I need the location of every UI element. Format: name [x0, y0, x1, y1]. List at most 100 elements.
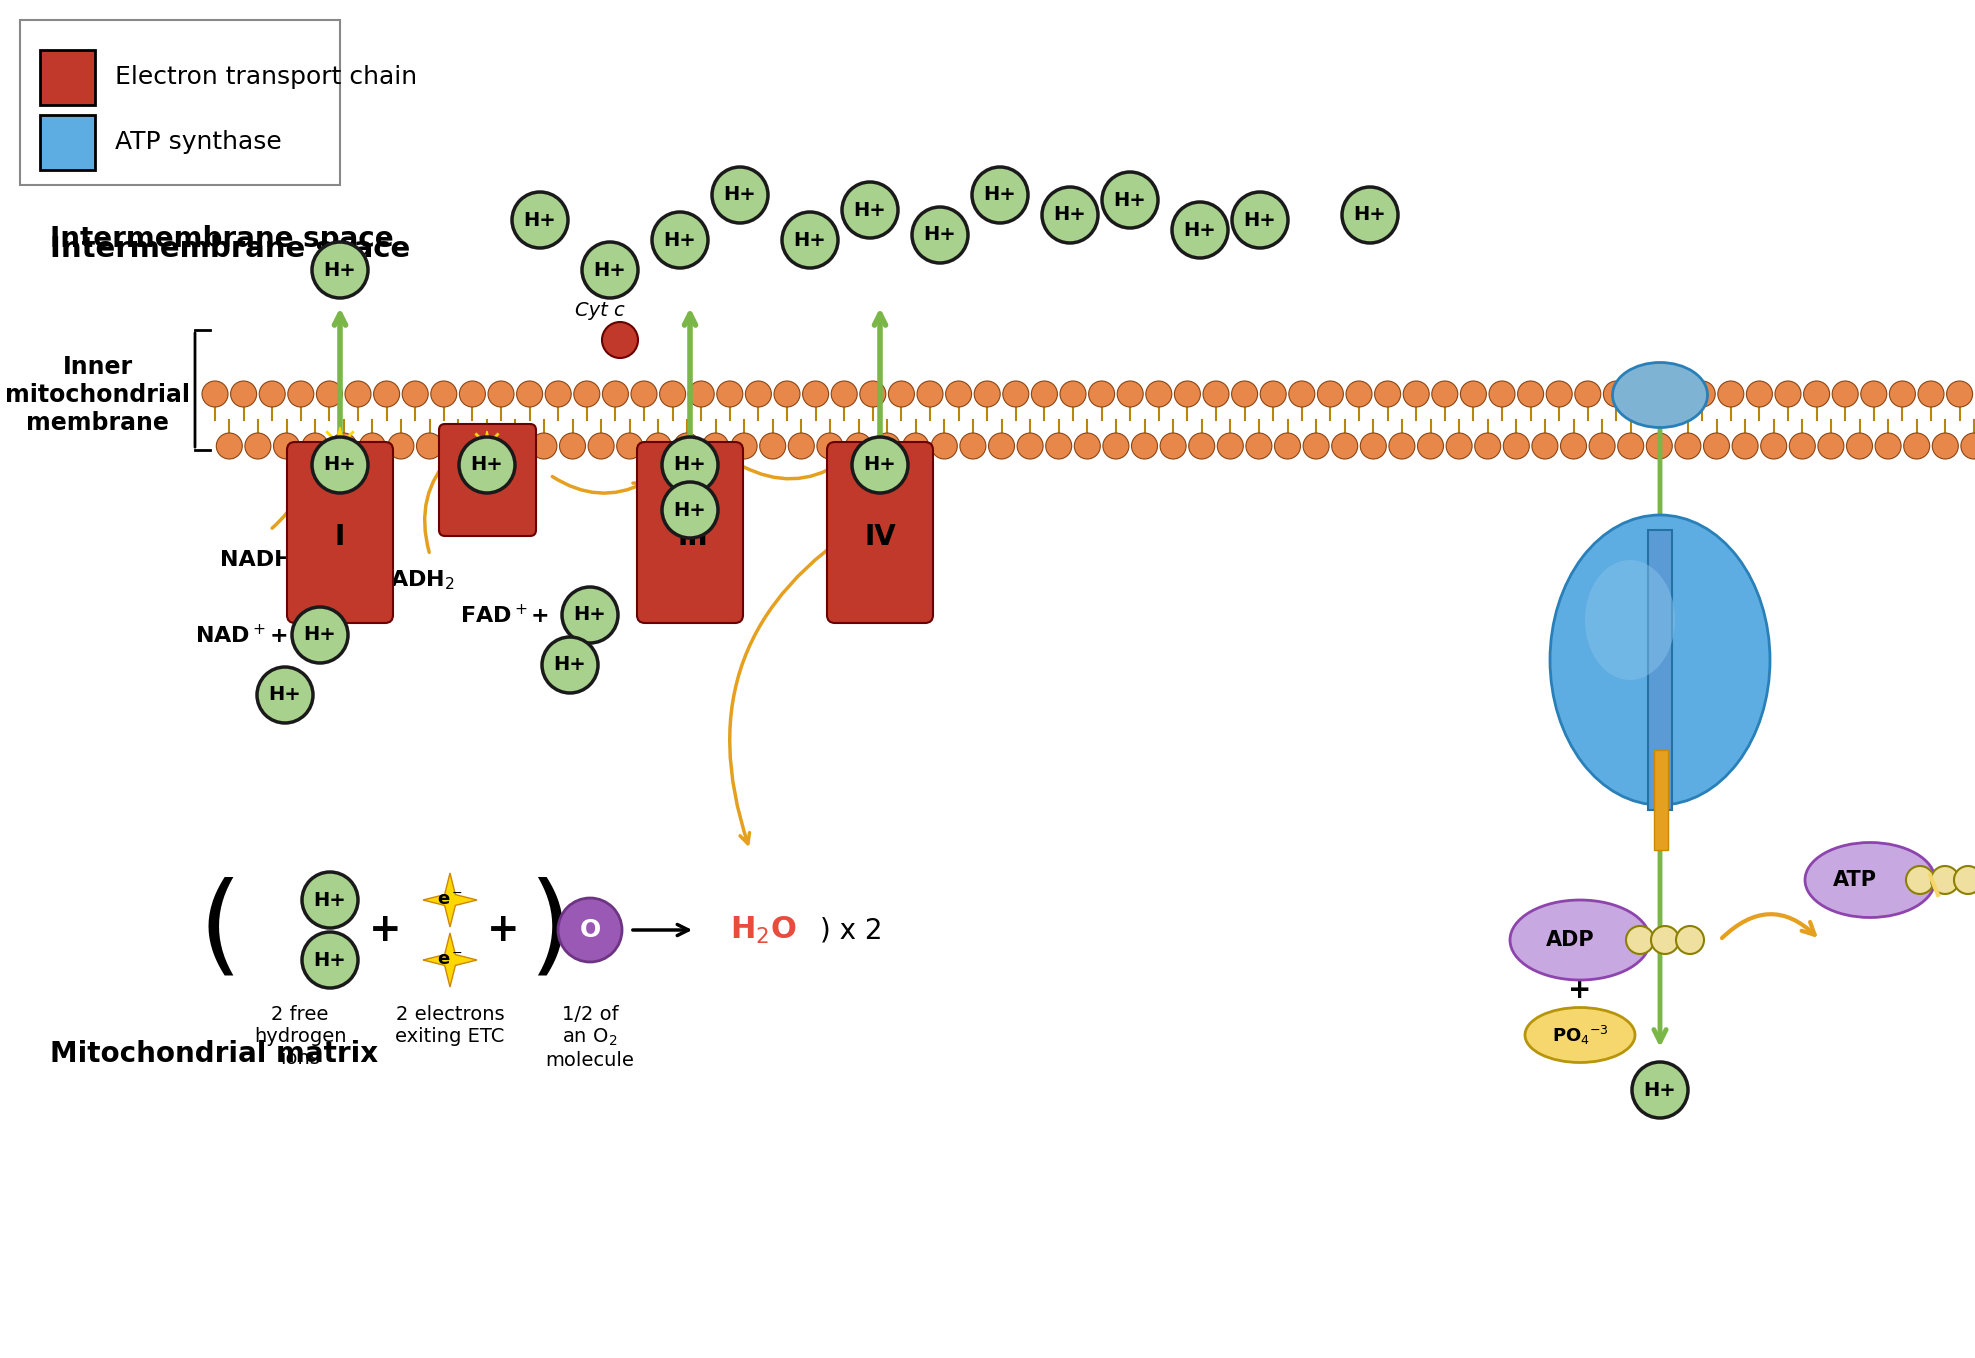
Circle shape: [845, 433, 871, 459]
Circle shape: [745, 382, 772, 407]
Circle shape: [330, 433, 357, 459]
Circle shape: [1625, 926, 1653, 955]
Text: H+: H+: [304, 626, 336, 645]
Text: H+: H+: [863, 455, 897, 474]
Text: 2 free
hydrogen
ions: 2 free hydrogen ions: [253, 1005, 346, 1067]
Circle shape: [1618, 433, 1643, 459]
Polygon shape: [423, 933, 478, 987]
Circle shape: [1647, 433, 1673, 459]
Circle shape: [245, 433, 271, 459]
FancyBboxPatch shape: [438, 424, 535, 536]
Text: +: +: [486, 911, 519, 949]
Text: H$_2$O: H$_2$O: [731, 914, 796, 945]
Circle shape: [1189, 433, 1215, 459]
Text: H+: H+: [269, 686, 302, 705]
Circle shape: [1689, 382, 1714, 407]
Text: Electron transport chain: Electron transport chain: [115, 65, 417, 90]
Circle shape: [1833, 382, 1858, 407]
Circle shape: [257, 667, 312, 722]
Circle shape: [559, 898, 622, 961]
Circle shape: [292, 607, 348, 663]
Text: FAD$^+$+: FAD$^+$+: [460, 603, 549, 626]
Circle shape: [1953, 866, 1975, 894]
Circle shape: [1661, 382, 1687, 407]
Circle shape: [960, 433, 986, 459]
Bar: [40, 50, 95, 105]
Circle shape: [1074, 433, 1100, 459]
Circle shape: [1789, 433, 1815, 459]
Ellipse shape: [1511, 900, 1649, 980]
Circle shape: [841, 182, 899, 238]
Circle shape: [1017, 433, 1043, 459]
Text: ATP: ATP: [1833, 870, 1876, 889]
Circle shape: [903, 433, 928, 459]
Circle shape: [802, 382, 829, 407]
Circle shape: [1402, 382, 1430, 407]
Circle shape: [818, 433, 843, 459]
Circle shape: [1203, 382, 1228, 407]
Circle shape: [774, 382, 800, 407]
Text: III: III: [677, 523, 709, 551]
Circle shape: [1347, 382, 1373, 407]
Circle shape: [1460, 382, 1487, 407]
Circle shape: [288, 382, 314, 407]
Circle shape: [1260, 382, 1286, 407]
Circle shape: [1232, 382, 1258, 407]
Circle shape: [912, 206, 968, 263]
Circle shape: [1061, 382, 1086, 407]
Circle shape: [387, 433, 415, 459]
Circle shape: [359, 433, 385, 459]
Ellipse shape: [1805, 842, 1936, 918]
Text: H+: H+: [573, 606, 606, 625]
Circle shape: [889, 382, 914, 407]
Circle shape: [1947, 382, 1973, 407]
Text: H+: H+: [853, 201, 887, 220]
Text: FADH$_2$: FADH$_2$: [375, 568, 454, 592]
Circle shape: [403, 382, 429, 407]
Circle shape: [460, 382, 486, 407]
Circle shape: [662, 437, 719, 493]
Text: IV: IV: [865, 523, 897, 551]
Text: NAD$^+$+: NAD$^+$+: [196, 623, 288, 646]
Ellipse shape: [1586, 559, 1675, 680]
Text: PO$_4$$^{-3}$: PO$_4$$^{-3}$: [1552, 1024, 1608, 1047]
Circle shape: [1651, 926, 1679, 955]
Text: H+: H+: [984, 186, 1017, 205]
Circle shape: [972, 167, 1029, 223]
Polygon shape: [320, 426, 359, 467]
Circle shape: [989, 433, 1015, 459]
Text: H+: H+: [324, 455, 356, 474]
Circle shape: [312, 437, 367, 493]
Circle shape: [687, 382, 715, 407]
Ellipse shape: [1550, 515, 1770, 805]
Circle shape: [1776, 382, 1801, 407]
FancyBboxPatch shape: [286, 441, 393, 623]
Circle shape: [731, 433, 756, 459]
Circle shape: [1817, 433, 1845, 459]
Circle shape: [316, 382, 342, 407]
Text: Cyt c: Cyt c: [575, 300, 624, 319]
Circle shape: [575, 382, 600, 407]
Circle shape: [201, 382, 227, 407]
Ellipse shape: [1525, 1008, 1635, 1062]
Text: H+: H+: [314, 891, 346, 910]
Circle shape: [1102, 172, 1157, 228]
Text: H+: H+: [1353, 205, 1386, 224]
Circle shape: [1675, 433, 1700, 459]
Circle shape: [974, 382, 999, 407]
Text: +: +: [1568, 976, 1592, 1004]
Text: 2 electrons
exiting ETC: 2 electrons exiting ETC: [395, 1005, 506, 1046]
Circle shape: [458, 437, 515, 493]
Circle shape: [1159, 433, 1187, 459]
Text: Intermembrane space: Intermembrane space: [49, 235, 411, 263]
Text: ): ): [529, 876, 571, 983]
Circle shape: [1590, 433, 1616, 459]
Circle shape: [1475, 433, 1501, 459]
Text: H+: H+: [924, 225, 956, 244]
Circle shape: [444, 433, 472, 459]
Circle shape: [1418, 433, 1444, 459]
Circle shape: [302, 932, 357, 989]
Circle shape: [1874, 433, 1902, 459]
Circle shape: [1331, 433, 1357, 459]
Circle shape: [859, 382, 887, 407]
